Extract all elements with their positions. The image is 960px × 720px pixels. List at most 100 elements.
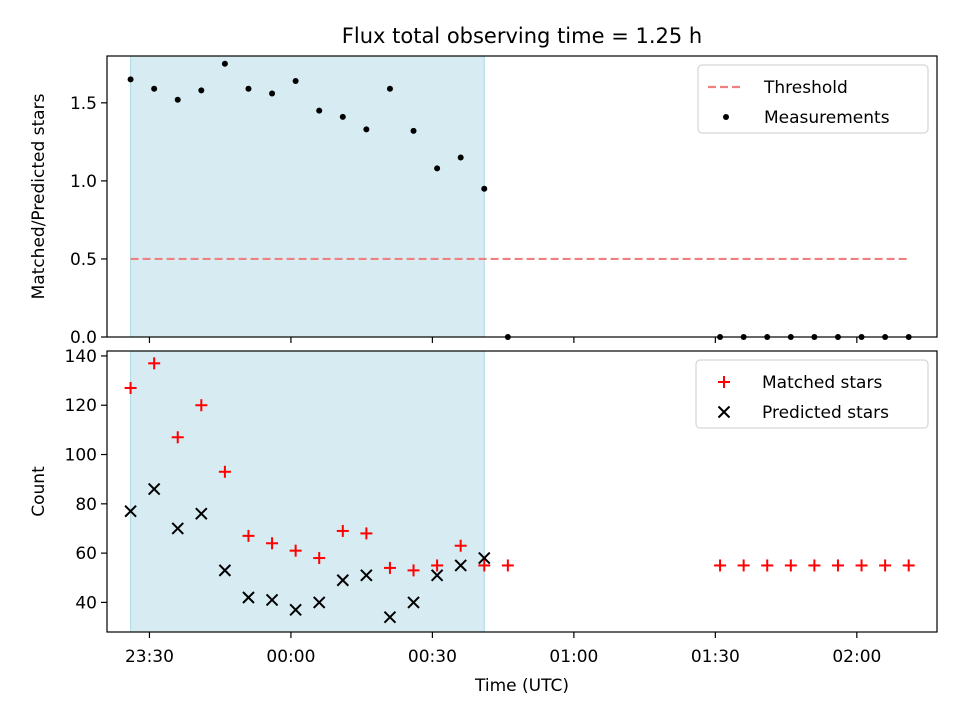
- measurement-point: [363, 126, 370, 133]
- matched-star-point: [454, 539, 467, 552]
- legend-label: Measurements: [764, 108, 890, 128]
- matched-star-point: [124, 381, 137, 394]
- marker-stroke: [171, 522, 184, 535]
- predicted-star-point: [195, 507, 208, 520]
- matched-star-point: [148, 357, 161, 370]
- measurement-point: [339, 113, 346, 120]
- measurement-point: [316, 107, 323, 114]
- measurement-point: [410, 127, 417, 134]
- marker-stroke: [195, 507, 208, 520]
- predicted-star-point: [407, 596, 420, 609]
- legend-label: Threshold: [763, 78, 848, 98]
- marker-stroke: [383, 611, 397, 624]
- matched-star-point: [714, 559, 727, 572]
- y-tick-label: 100: [65, 446, 97, 466]
- predicted-star-point: [478, 551, 491, 565]
- y-axis-label: Matched/Predicted stars: [29, 93, 49, 299]
- measurement-point: [127, 76, 134, 83]
- matched-star-point: [383, 561, 396, 574]
- legend-predicted-swatch: [717, 405, 731, 419]
- predicted-star-point: [124, 505, 137, 518]
- measurement-point: [174, 96, 181, 103]
- matched-star-point: [218, 465, 231, 478]
- x-axis-label: Time (UTC): [474, 676, 569, 696]
- marker-stroke: [336, 574, 350, 587]
- plot-frame: [106, 350, 938, 633]
- marker-stroke: [218, 564, 232, 577]
- chart-title: Flux total observing time = 1.25 h: [342, 24, 702, 48]
- observing-window-span: [130, 350, 485, 633]
- measurement-point: [481, 185, 488, 192]
- matched-star-point: [171, 431, 184, 444]
- y-tick-label: 0.5: [70, 250, 97, 270]
- y-axis-label: Count: [29, 466, 49, 517]
- measurement-point: [198, 87, 205, 94]
- predicted-star-point: [430, 569, 444, 582]
- marker-stroke: [407, 596, 420, 609]
- matched-star-point: [879, 559, 892, 572]
- y-tick-label: 40: [75, 593, 97, 613]
- plot-frame: [106, 55, 938, 338]
- measurement-point: [221, 60, 228, 67]
- legend-measurement-swatch: [723, 114, 729, 120]
- matched-star-point: [407, 564, 420, 577]
- matched-star-point: [242, 529, 255, 542]
- matched-star-point: [313, 552, 326, 565]
- matched-star-point: [336, 524, 349, 537]
- predicted-star-point: [336, 574, 350, 587]
- measurement-point: [434, 165, 441, 172]
- observing-window-span: [130, 55, 485, 338]
- marker-stroke: [360, 569, 373, 582]
- legend-matched-swatch: [718, 376, 730, 388]
- y-tick-label: 60: [75, 544, 97, 564]
- matched-star-point: [808, 559, 821, 572]
- marker-stroke: [265, 593, 279, 607]
- predicted-star-point: [171, 522, 184, 535]
- matched-star-point: [289, 544, 302, 557]
- measurement-point: [269, 90, 276, 97]
- marker-stroke: [147, 482, 161, 496]
- matched-star-point: [784, 559, 797, 572]
- predicted-star-point: [147, 482, 161, 496]
- matched-star-point: [737, 559, 750, 572]
- y-tick-label: 1.5: [70, 94, 97, 114]
- y-tick-label: 120: [65, 396, 97, 416]
- x-tick-label: 01:00: [549, 647, 598, 667]
- legend-label: Predicted stars: [762, 403, 889, 423]
- predicted-star-point: [242, 591, 255, 604]
- marker-stroke: [124, 505, 137, 518]
- marker-stroke: [289, 603, 302, 617]
- marker-stroke: [242, 591, 255, 604]
- x-tick-label: 23:30: [125, 647, 174, 667]
- marker-stroke: [313, 596, 326, 609]
- predicted-star-point: [454, 559, 467, 572]
- matched-star-point: [855, 559, 868, 572]
- y-tick-label: 1.0: [70, 172, 97, 192]
- y-tick-label: 80: [75, 495, 97, 515]
- legend-box: [697, 64, 929, 134]
- matched-star-point: [831, 559, 844, 572]
- predicted-star-point: [360, 569, 373, 582]
- predicted-star-point: [383, 611, 397, 624]
- matched-star-point: [761, 559, 774, 572]
- measurement-point: [457, 154, 464, 161]
- x-tick-label: 00:30: [408, 647, 457, 667]
- predicted-star-point: [289, 603, 302, 617]
- predicted-star-point: [265, 593, 279, 607]
- matched-star-point: [195, 399, 208, 412]
- legend-box: [695, 359, 929, 429]
- matched-star-point: [431, 559, 444, 572]
- x-tick-label: 00:00: [266, 647, 315, 667]
- predicted-star-point: [313, 596, 326, 609]
- matched-star-point: [478, 559, 491, 572]
- matched-star-point: [902, 559, 915, 572]
- matched-star-point: [266, 537, 279, 550]
- measurement-point: [245, 85, 252, 92]
- matched-star-point: [360, 527, 373, 540]
- measurement-point: [151, 85, 158, 92]
- marker-stroke: [478, 551, 491, 565]
- marker-stroke: [717, 405, 731, 419]
- x-tick-label: 01:30: [691, 647, 740, 667]
- matched-star-point: [501, 559, 514, 572]
